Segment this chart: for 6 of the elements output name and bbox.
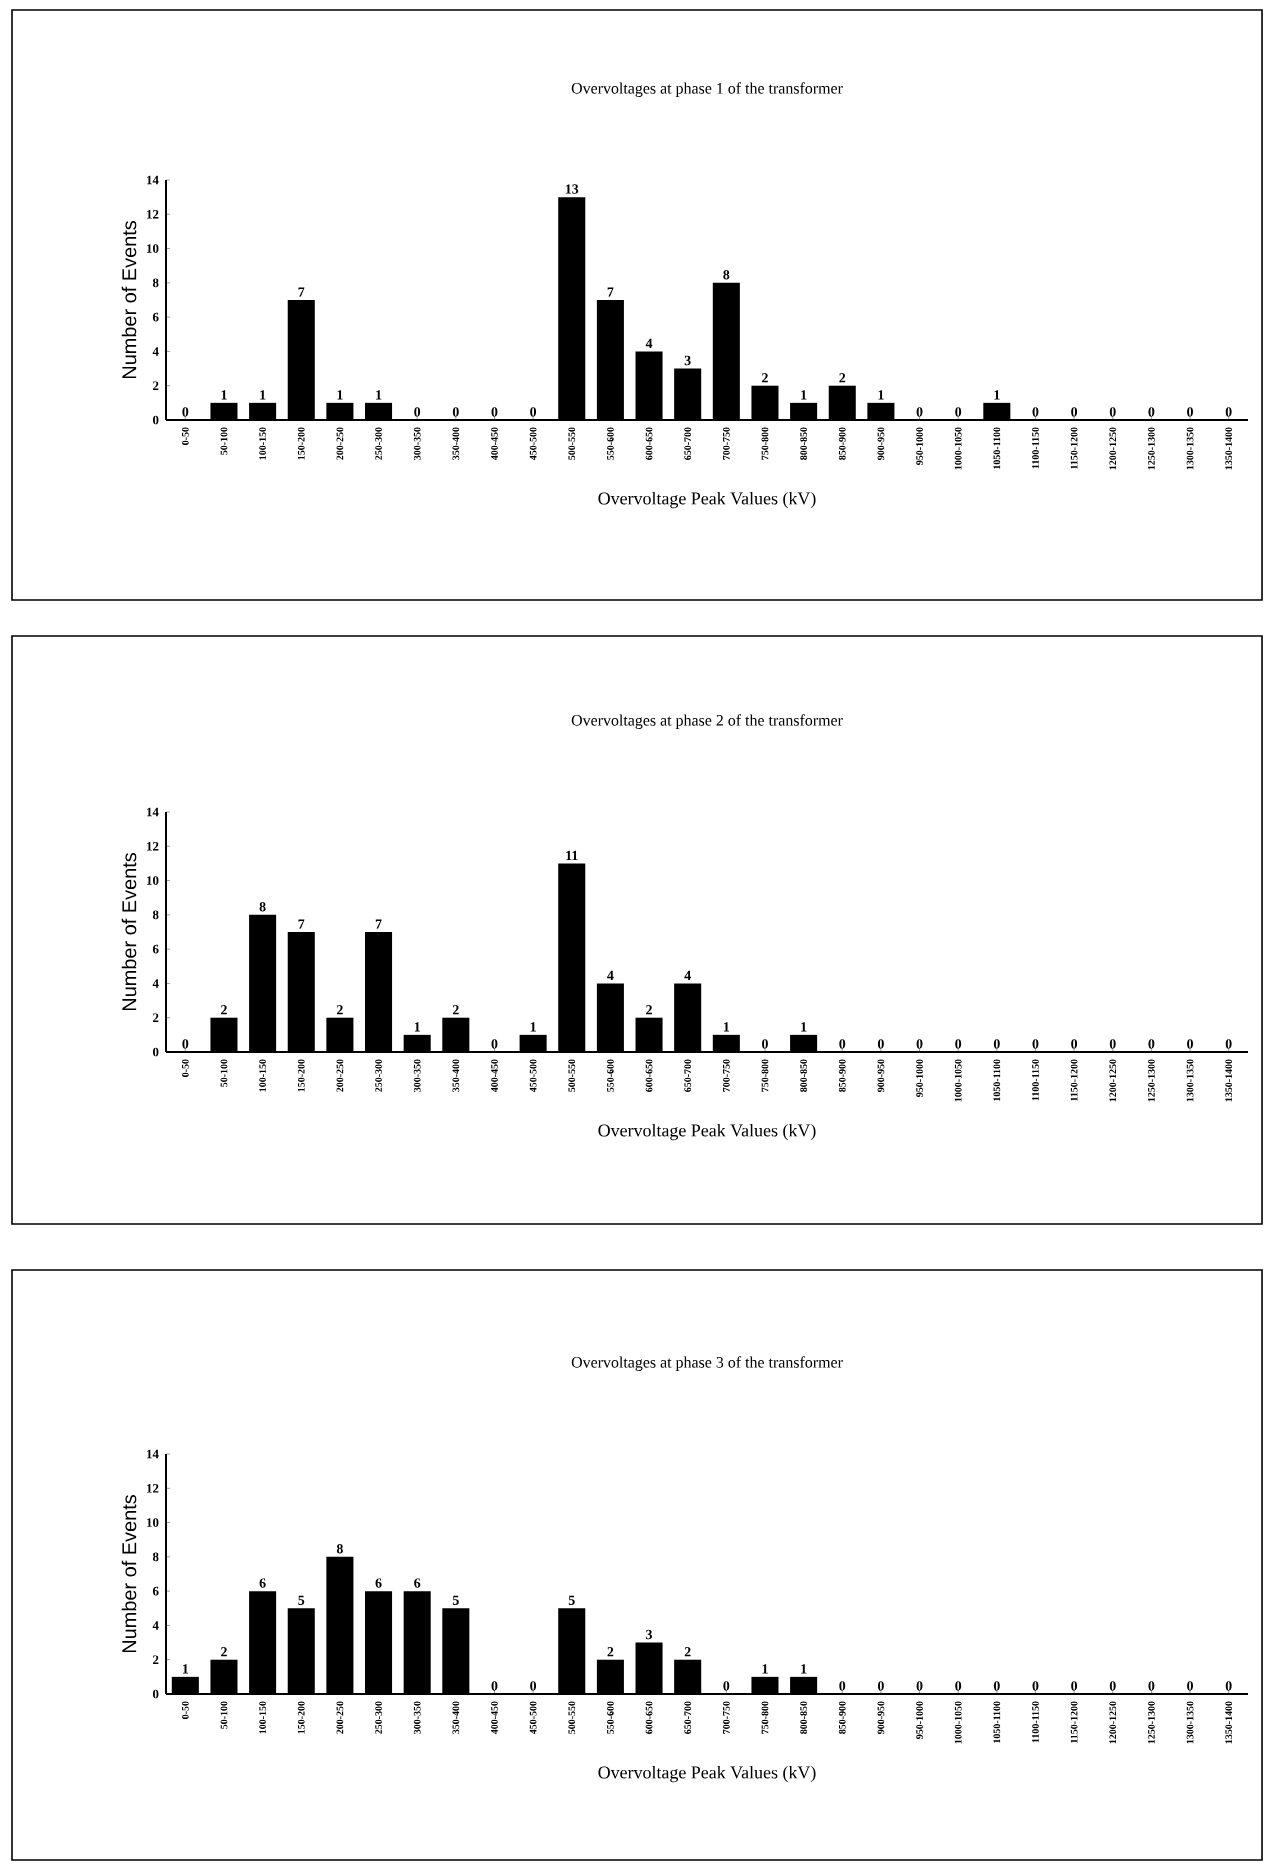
x-axis-title: Overvoltage Peak Values (kV) bbox=[598, 1765, 816, 1783]
y-axis-title: Number of Events bbox=[121, 220, 137, 379]
y-axis-title: Number of Events bbox=[121, 853, 137, 1011]
x-axis-title: Overvoltage Peak Values (kV) bbox=[598, 491, 816, 509]
x-axis-title: Overvoltage Peak Values (kV) bbox=[598, 1123, 816, 1141]
y-axis-title: Number of Events bbox=[121, 1495, 137, 1653]
